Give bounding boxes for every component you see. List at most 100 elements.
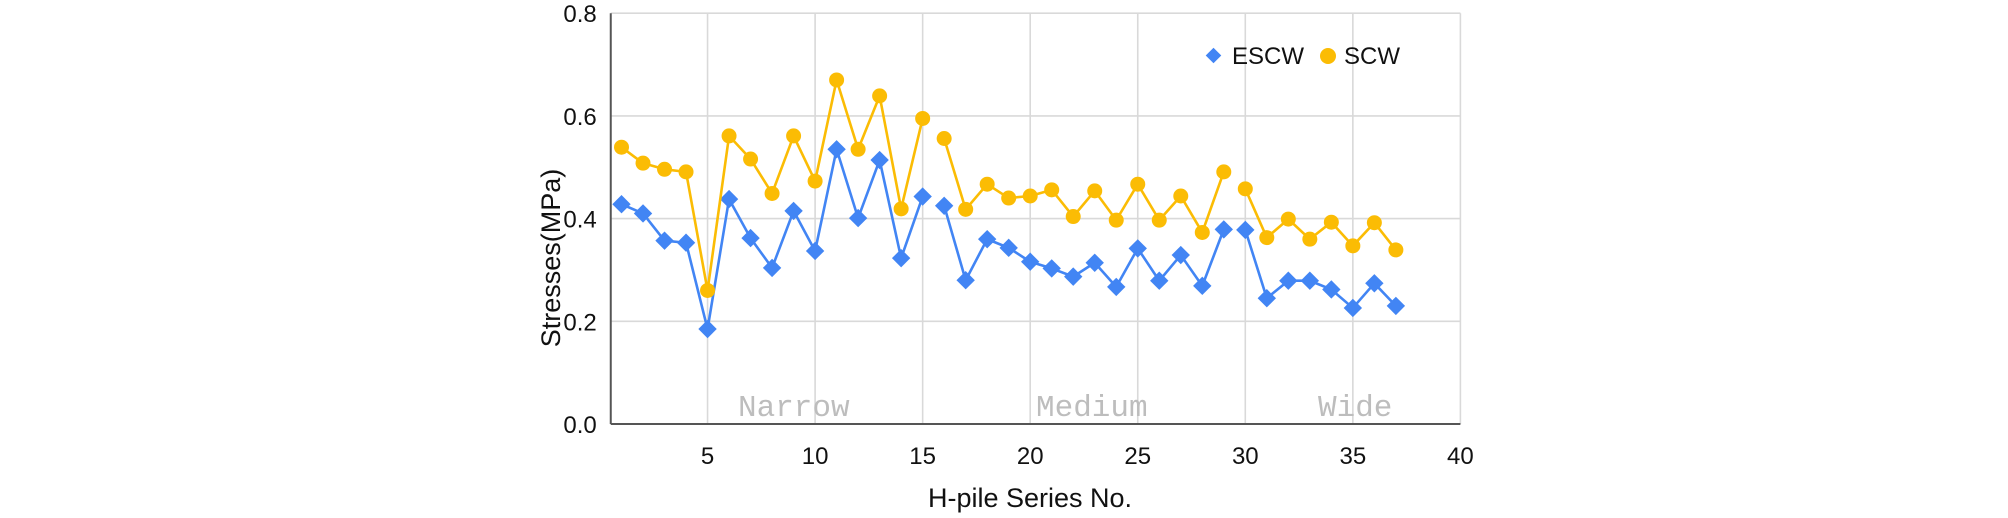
circle-marker-icon xyxy=(1320,48,1336,64)
data-point-diamond xyxy=(784,201,803,221)
series-scw xyxy=(614,72,1404,298)
data-point-diamond xyxy=(1107,277,1126,297)
data-point-diamond xyxy=(1386,296,1406,316)
x-axis-title: H-pile Series No. xyxy=(928,483,1132,513)
region-label-medium: Medium xyxy=(1036,391,1148,426)
data-point-diamond xyxy=(1042,259,1061,278)
y-tick-label: 0.8 xyxy=(563,1,596,28)
x-tick-label: 15 xyxy=(909,443,936,470)
data-point-circle xyxy=(1388,242,1404,258)
region-label-narrow: Narrow xyxy=(738,391,850,426)
axes: 0.0 0.2 0.4 0.6 0.8 5 10 15 20 25 30 35 40 xyxy=(563,1,1473,470)
data-point-diamond xyxy=(805,241,825,261)
data-point-circle xyxy=(1130,176,1146,192)
y-axis-title: Stresses(MPa) xyxy=(536,169,566,348)
data-point-diamond xyxy=(1085,253,1104,272)
data-point-circle xyxy=(850,141,866,157)
data-point-circle xyxy=(829,72,845,88)
region-labels: Narrow Medium Wide xyxy=(738,391,1392,426)
data-point-circle xyxy=(1194,224,1210,240)
data-point-circle xyxy=(700,282,716,298)
region-label-wide: Wide xyxy=(1318,391,1392,426)
x-tick-label: 25 xyxy=(1124,443,1151,470)
data-point-circle xyxy=(1087,183,1103,199)
legend: ESCW SCW xyxy=(1205,43,1400,70)
data-point-circle xyxy=(743,151,759,167)
gridlines xyxy=(610,12,1462,424)
data-point-diamond xyxy=(1257,289,1277,308)
data-point-diamond xyxy=(1150,271,1169,290)
data-point-circle xyxy=(1323,214,1339,230)
data-point-circle xyxy=(1216,164,1232,180)
data-point-diamond xyxy=(956,271,975,290)
data-point-diamond xyxy=(741,228,760,248)
data-point-diamond xyxy=(633,204,653,223)
data-point-circle xyxy=(678,164,694,180)
data-point-circle xyxy=(958,201,974,217)
data-point-circle xyxy=(807,173,823,189)
data-point-diamond xyxy=(934,196,954,215)
data-point-diamond xyxy=(719,189,739,209)
data-point-diamond xyxy=(676,233,696,252)
data-point-diamond xyxy=(1193,276,1212,296)
legend-item-scw: SCW xyxy=(1320,43,1400,70)
data-point-diamond xyxy=(1128,239,1147,258)
data-point-diamond xyxy=(612,195,631,214)
y-tick-label: 0.6 xyxy=(563,104,596,131)
data-point-circle xyxy=(614,139,630,155)
data-point-circle xyxy=(893,201,909,217)
data-point-circle xyxy=(915,110,931,126)
data-point-diamond xyxy=(1236,220,1255,240)
y-tick-label: 0.2 xyxy=(563,309,596,336)
data-point-diamond xyxy=(1064,267,1083,286)
data-point-diamond xyxy=(1279,271,1298,290)
data-point-diamond xyxy=(1365,274,1384,293)
data-point-diamond xyxy=(1021,252,1040,271)
data-point-circle xyxy=(1001,190,1017,206)
data-point-circle xyxy=(1302,231,1318,247)
y-tick-label: 0.0 xyxy=(563,412,596,439)
data-point-diamond xyxy=(848,208,868,228)
data-point-circle xyxy=(657,161,673,177)
data-point-circle xyxy=(786,128,802,144)
data-point-circle xyxy=(635,155,651,171)
data-point-diamond xyxy=(1300,271,1320,290)
data-point-circle xyxy=(1044,182,1060,198)
data-point-diamond xyxy=(913,187,932,206)
data-point-diamond xyxy=(698,319,717,339)
data-point-circle xyxy=(1237,181,1253,197)
data-point-circle xyxy=(1108,212,1124,228)
data-point-circle xyxy=(979,176,995,192)
diamond-marker-icon xyxy=(1205,47,1222,64)
data-point-circle xyxy=(764,185,780,201)
x-tick-label: 10 xyxy=(802,443,829,470)
data-point-circle xyxy=(1151,212,1167,228)
data-point-diamond xyxy=(977,229,997,249)
data-point-diamond xyxy=(999,238,1018,258)
data-point-diamond xyxy=(827,140,846,159)
data-point-circle xyxy=(1345,238,1361,254)
data-point-diamond xyxy=(1171,245,1190,265)
series-escw xyxy=(612,140,1406,339)
x-tick-label: 35 xyxy=(1339,443,1366,470)
data-point-circle xyxy=(1022,188,1038,204)
data-point-circle xyxy=(1259,230,1275,246)
legend-item-escw: ESCW xyxy=(1205,43,1304,70)
legend-label-escw: ESCW xyxy=(1232,43,1304,70)
y-tick-label: 0.4 xyxy=(563,207,596,234)
legend-label-scw: SCW xyxy=(1344,43,1400,70)
data-point-circle xyxy=(872,88,888,104)
x-tick-label: 30 xyxy=(1232,443,1259,470)
data-point-diamond xyxy=(870,150,889,170)
data-point-circle xyxy=(1065,209,1081,225)
data-series xyxy=(612,72,1406,339)
data-point-diamond xyxy=(1214,220,1233,239)
data-point-circle xyxy=(1173,188,1189,204)
data-point-diamond xyxy=(762,258,782,278)
data-point-diamond xyxy=(1322,280,1341,299)
data-point-circle xyxy=(1280,211,1296,227)
data-point-circle xyxy=(936,130,952,146)
data-point-diamond xyxy=(655,231,674,250)
x-tick-label: 40 xyxy=(1447,443,1474,470)
